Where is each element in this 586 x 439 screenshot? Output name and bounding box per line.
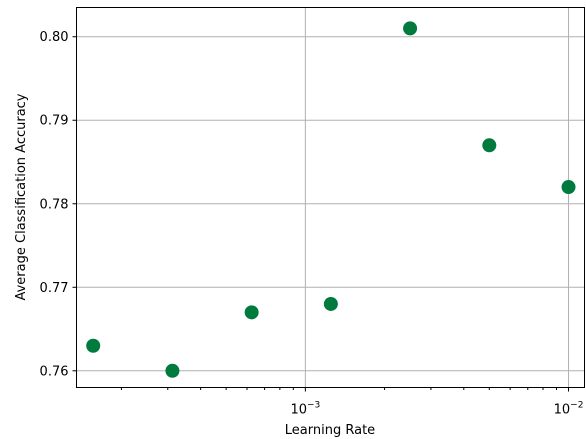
y-tick-label: 0.80	[40, 30, 69, 45]
data-point	[561, 180, 576, 195]
data-point	[482, 138, 497, 153]
data-point	[165, 363, 180, 378]
y-tick-label: 0.79	[40, 114, 69, 129]
y-tick-label: 0.76	[40, 364, 69, 379]
data-points	[86, 21, 576, 378]
ticks: 0.76 0.77 0.78 0.79 0.80 10−3 10−2	[40, 30, 584, 417]
plot-frame	[76, 7, 585, 388]
y-tick-label: 0.77	[40, 281, 69, 296]
x-tick-label: 10−2	[554, 401, 584, 418]
x-axis-label: Learning Rate	[285, 423, 375, 438]
x-tick-label: 10−3	[290, 401, 320, 418]
y-tick-label: 0.78	[40, 197, 69, 212]
data-point	[323, 296, 338, 311]
grid	[76, 7, 585, 388]
y-axis-label: Average Classification Accuracy	[14, 93, 29, 300]
data-point	[86, 338, 101, 353]
data-point	[403, 21, 418, 36]
data-point	[244, 305, 259, 320]
